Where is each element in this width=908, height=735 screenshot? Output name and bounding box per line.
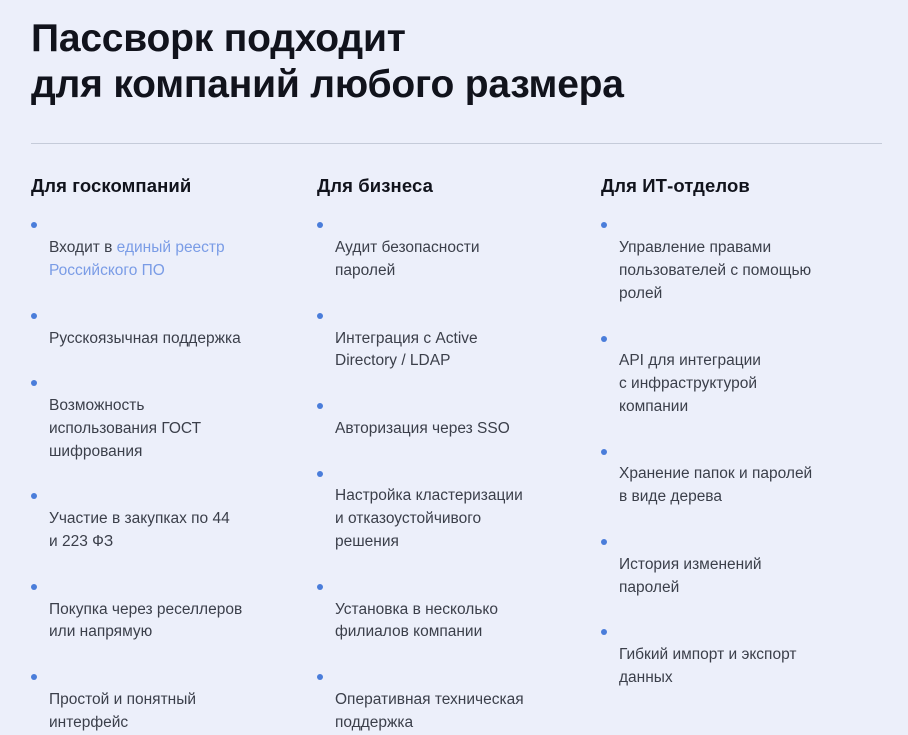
list-item-label: История изменений паролей	[619, 555, 762, 596]
list-item-prefix: Входит в	[49, 239, 117, 257]
column-title-gov: Для госкомпаний	[31, 175, 192, 197]
feature-list-it: Управление правами пользователей с помощ…	[601, 214, 891, 689]
list-item-label: Интеграция с Active Directory / LDAP	[335, 329, 478, 370]
list-item: Интеграция с Active Directory / LDAP	[317, 305, 601, 373]
bullet-icon	[601, 222, 607, 229]
list-item-label: Возможность использования ГОСТ шифровани…	[49, 397, 202, 460]
bullet-icon	[601, 448, 607, 455]
list-item: Установка в несколько филиалов компании	[317, 576, 601, 644]
feature-column-gov: Для госкомпаний Входит в единый реестр Р…	[31, 175, 317, 734]
bullet-icon	[317, 674, 323, 681]
list-item: Оперативная техническая поддержка	[317, 666, 601, 734]
bullet-icon	[317, 222, 323, 229]
list-item: Хранение папок и паролей в виде дерева	[601, 441, 891, 509]
list-item: Участие в закупках по 44 и 223 ФЗ	[31, 485, 317, 553]
column-title-business: Для бизнеса	[317, 175, 433, 197]
list-item: Аудит безопасности паролей	[317, 214, 601, 282]
bullet-icon	[31, 493, 37, 500]
bullet-icon	[31, 312, 37, 319]
list-item-label: Гибкий импорт и экспорт данных	[619, 646, 797, 686]
bullet-icon	[31, 674, 37, 681]
list-item-label: Авторизация через SSO	[335, 419, 510, 437]
list-item: Русскоязычная поддержка	[31, 305, 317, 351]
list-item-label: Покупка через реселлеров или напрямую	[49, 600, 243, 641]
list-item: Управление правами пользователей с помощ…	[601, 214, 891, 305]
bullet-icon	[601, 539, 607, 546]
list-item: Настройка кластеризации и отказоустойчив…	[317, 463, 601, 554]
page-title: Пассворк подходит для компаний любого ра…	[31, 17, 624, 106]
bullet-icon	[317, 312, 323, 319]
bullet-icon	[317, 403, 323, 410]
list-item: API для интеграции с инфраструктурой ком…	[601, 328, 891, 419]
list-item: Простой и понятный интерфейс	[31, 666, 317, 734]
bullet-icon	[31, 380, 37, 387]
feature-list-business: Аудит безопасности паролей Интеграция с …	[317, 214, 601, 734]
list-item: Гибкий импорт и экспорт данных	[601, 621, 891, 689]
feature-column-it: Для ИТ-отделов Управление правами пользо…	[601, 175, 891, 689]
feature-columns: Для госкомпаний Входит в единый реестр Р…	[0, 175, 908, 734]
section-divider	[31, 143, 882, 145]
heading-block: Пассворк подходит для компаний любого ра…	[0, 0, 908, 107]
feature-column-business: Для бизнеса Аудит безопасности паролей И…	[317, 175, 601, 734]
list-item: Входит в единый реестр Российского ПО	[31, 214, 317, 282]
list-item-label: Хранение папок и паролей в виде дерева	[619, 465, 813, 506]
list-item-label: Простой и понятный интерфейс	[49, 690, 197, 731]
list-item-label: Участие в закупках по 44 и 223 ФЗ	[49, 510, 230, 551]
bullet-icon	[31, 583, 37, 590]
bullet-icon	[31, 222, 37, 229]
list-item: Авторизация через SSO	[317, 395, 601, 441]
list-item-label: Русскоязычная поддержка	[49, 329, 241, 347]
bullet-icon	[601, 335, 607, 342]
list-item-label: Аудит безопасности паролей	[335, 239, 480, 279]
registry-link[interactable]: единый реестр Российского ПО	[49, 239, 225, 279]
list-item: История изменений паролей	[601, 531, 891, 599]
list-item: Покупка через реселлеров или напрямую	[31, 576, 317, 644]
list-item-label: Установка в несколько филиалов компании	[335, 600, 498, 641]
list-item-label: API для интеграции с инфраструктурой ком…	[619, 352, 761, 415]
bullet-icon	[601, 629, 607, 636]
list-item: Возможность использования ГОСТ шифровани…	[31, 372, 317, 463]
bullet-icon	[317, 470, 323, 477]
list-item-label: Оперативная техническая поддержка	[335, 690, 524, 731]
bullet-icon	[317, 583, 323, 590]
feature-list-gov: Входит в единый реестр Российского ПО Ру…	[31, 214, 317, 734]
column-title-it: Для ИТ-отделов	[601, 175, 750, 197]
list-item-label: Управление правами пользователей с помощ…	[619, 239, 812, 302]
list-item-label: Настройка кластеризации и отказоустойчив…	[335, 487, 523, 551]
